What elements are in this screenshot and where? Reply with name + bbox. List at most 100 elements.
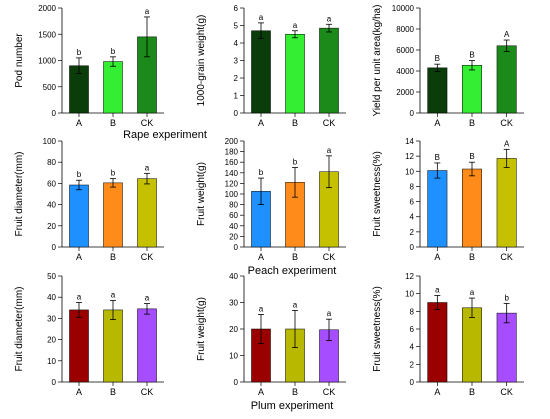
y-tick-label: 120 [225,179,239,188]
significance-letter: a [327,146,332,155]
y-tick-label: 0 [52,378,57,387]
bar [103,309,123,383]
x-tick-label: A [434,387,440,397]
y-tick-label: 8 [410,182,415,191]
significance-letter: a [259,304,264,313]
significance-letter: a [145,163,150,172]
y-tick-label: 2000 [396,88,414,97]
x-tick-label: CK [141,118,154,128]
y-tick-label: 60 [229,211,238,220]
y-tick-label: 100 [43,137,57,146]
bar [103,61,123,114]
y-tick-label: 12 [405,152,414,161]
y-tick-label: 50 [47,272,56,281]
significance-letter: A [504,139,510,148]
significance-letter: a [259,13,264,22]
x-tick-label: CK [500,118,513,128]
y-tick-label: 4000 [396,67,414,76]
y-tick-label: 40 [47,293,56,302]
significance-letter: A [504,30,510,39]
significance-letter: b [111,47,116,56]
significance-letter: a [293,21,298,30]
y-tick-label: 2 [410,228,415,237]
y-tick-label: 6000 [396,46,414,55]
significance-letter: b [259,168,264,177]
y-tick-label: 140 [225,169,239,178]
y-tick-label: 10 [405,167,414,176]
x-tick-label: A [76,387,82,397]
y-tick-label: 20 [47,222,56,231]
x-tick-label: B [110,387,116,397]
x-tick-label: B [292,252,298,262]
significance-letter: b [293,158,298,167]
bar [462,64,482,114]
y-axis-label: Fruit sweetness(%) [372,286,383,372]
bar [496,45,517,114]
y-tick-label: 0 [410,109,415,118]
bar [285,34,305,114]
y-tick-label: 3 [234,57,239,66]
significance-letter: b [77,48,82,57]
significance-letter: B [469,51,474,60]
x-tick-label: A [434,252,440,262]
y-tick-label: 0 [234,378,239,387]
y-tick-label: 1500 [38,30,56,39]
y-tick-label: 12 [405,272,414,281]
y-tick-label: 40 [229,272,238,281]
bar [462,307,482,383]
bar [496,312,517,383]
y-tick-label: 0 [410,243,415,252]
x-tick-label: A [258,118,264,128]
y-axis-label: Fruit diameter(mm) [14,286,25,371]
y-tick-label: 40 [229,222,238,231]
bar [69,309,89,383]
significance-letter: b [111,169,116,178]
bar [427,170,448,248]
y-tick-label: 0 [234,243,239,252]
y-axis-label: Pod number [14,33,25,88]
bar [427,67,448,114]
y-tick-label: 5 [234,22,239,31]
x-tick-label: B [292,387,298,397]
y-tick-label: 0 [52,243,57,252]
y-axis-label: 1000-grain weight(g) [196,15,207,107]
y-tick-label: 6 [410,325,415,334]
significance-letter: a [435,285,440,294]
x-tick-label: CK [141,387,154,397]
x-tick-label: CK [500,252,513,262]
y-tick-label: 10 [229,352,238,361]
y-tick-label: 2000 [38,4,56,13]
significance-letter: a [327,14,332,23]
significance-letter: a [145,294,150,303]
significance-letter: a [111,290,116,299]
x-tick-label: CK [323,252,336,262]
y-tick-label: 4 [410,213,415,222]
bar [137,178,157,248]
significance-letter: b [77,170,82,179]
x-tick-label: B [469,387,475,397]
x-tick-label: A [258,252,264,262]
y-axis-label: Fruit diameter(mm) [14,151,25,236]
significance-letter: a [327,309,332,318]
y-tick-label: 60 [47,179,56,188]
y-axis-label: Fruit weight(g) [196,162,207,226]
x-tick-label: A [76,252,82,262]
y-tick-label: 20 [47,336,56,345]
x-tick-label: B [110,118,116,128]
y-tick-label: 30 [229,299,238,308]
y-tick-label: 20 [229,232,238,241]
y-tick-label: 10 [47,357,56,366]
x-tick-label: B [110,252,116,262]
y-tick-label: 8 [410,307,415,316]
bar [462,168,482,248]
x-tick-label: B [292,118,298,128]
significance-letter: a [470,288,475,297]
y-tick-label: 0 [52,109,57,118]
y-tick-label: 2 [234,74,239,83]
y-tick-label: 500 [43,83,57,92]
section-title-plum: Plum experiment [251,400,334,412]
x-tick-label: CK [141,252,154,262]
y-tick-label: 1000 [38,57,56,66]
